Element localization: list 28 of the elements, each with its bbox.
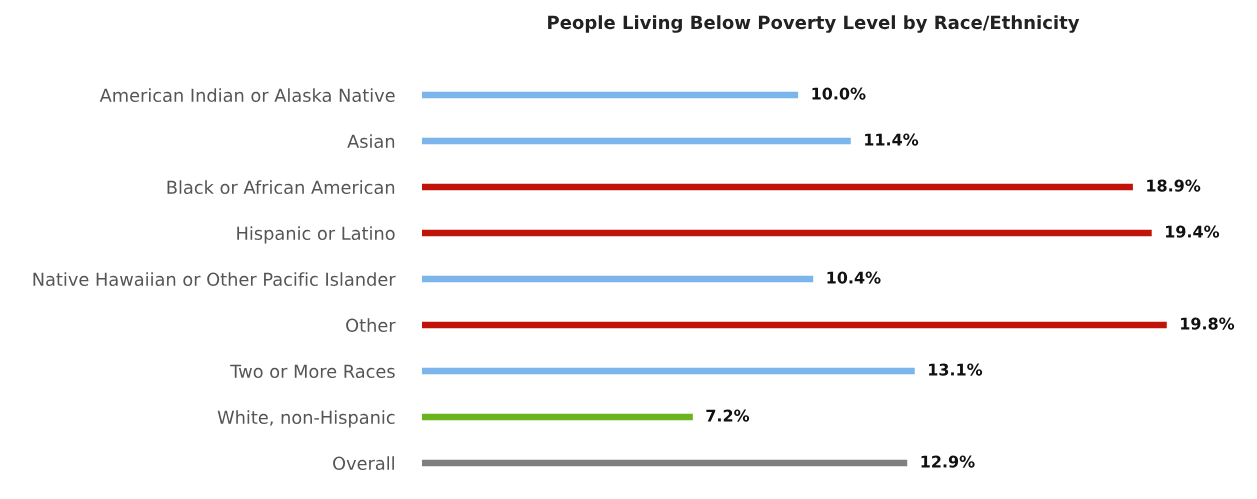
bar <box>422 275 814 283</box>
y-tick-label: Overall <box>333 456 394 471</box>
y-tick-label: Hispanic or Latino <box>237 226 395 244</box>
data-label: 19.8% <box>1181 317 1235 330</box>
bar <box>422 91 799 99</box>
bar <box>422 367 915 375</box>
y-tick-label: Native Hawaiian or Other Pacific Islander <box>33 272 396 287</box>
y-tick-label: Black or African American <box>167 180 395 195</box>
data-label: 19.4% <box>1166 225 1220 238</box>
y-tick-label: Two or More Races <box>230 364 395 379</box>
y-tick-label: Asian <box>347 134 395 149</box>
y-tick-label: Other <box>346 318 396 333</box>
data-label: 10.0% <box>812 87 866 100</box>
bar <box>422 459 908 467</box>
data-label: 12.9% <box>921 455 975 468</box>
bar <box>422 321 1167 329</box>
data-label: 11.4% <box>865 133 919 146</box>
y-tick-label: American Indian or Alaska Native <box>99 88 395 103</box>
data-label: 10.4% <box>827 271 881 284</box>
bar <box>422 229 1152 237</box>
data-label: 18.9% <box>1147 179 1201 192</box>
bar <box>422 183 1133 191</box>
data-label: 13.1% <box>929 363 983 376</box>
bar <box>422 413 693 421</box>
bar <box>422 137 851 145</box>
chart-title: People Living Below Poverty Level by Race/Ethnicity <box>548 15 1080 33</box>
y-tick-label: White, non-Hispanic <box>217 410 395 428</box>
data-label: 7.2% <box>706 409 750 422</box>
